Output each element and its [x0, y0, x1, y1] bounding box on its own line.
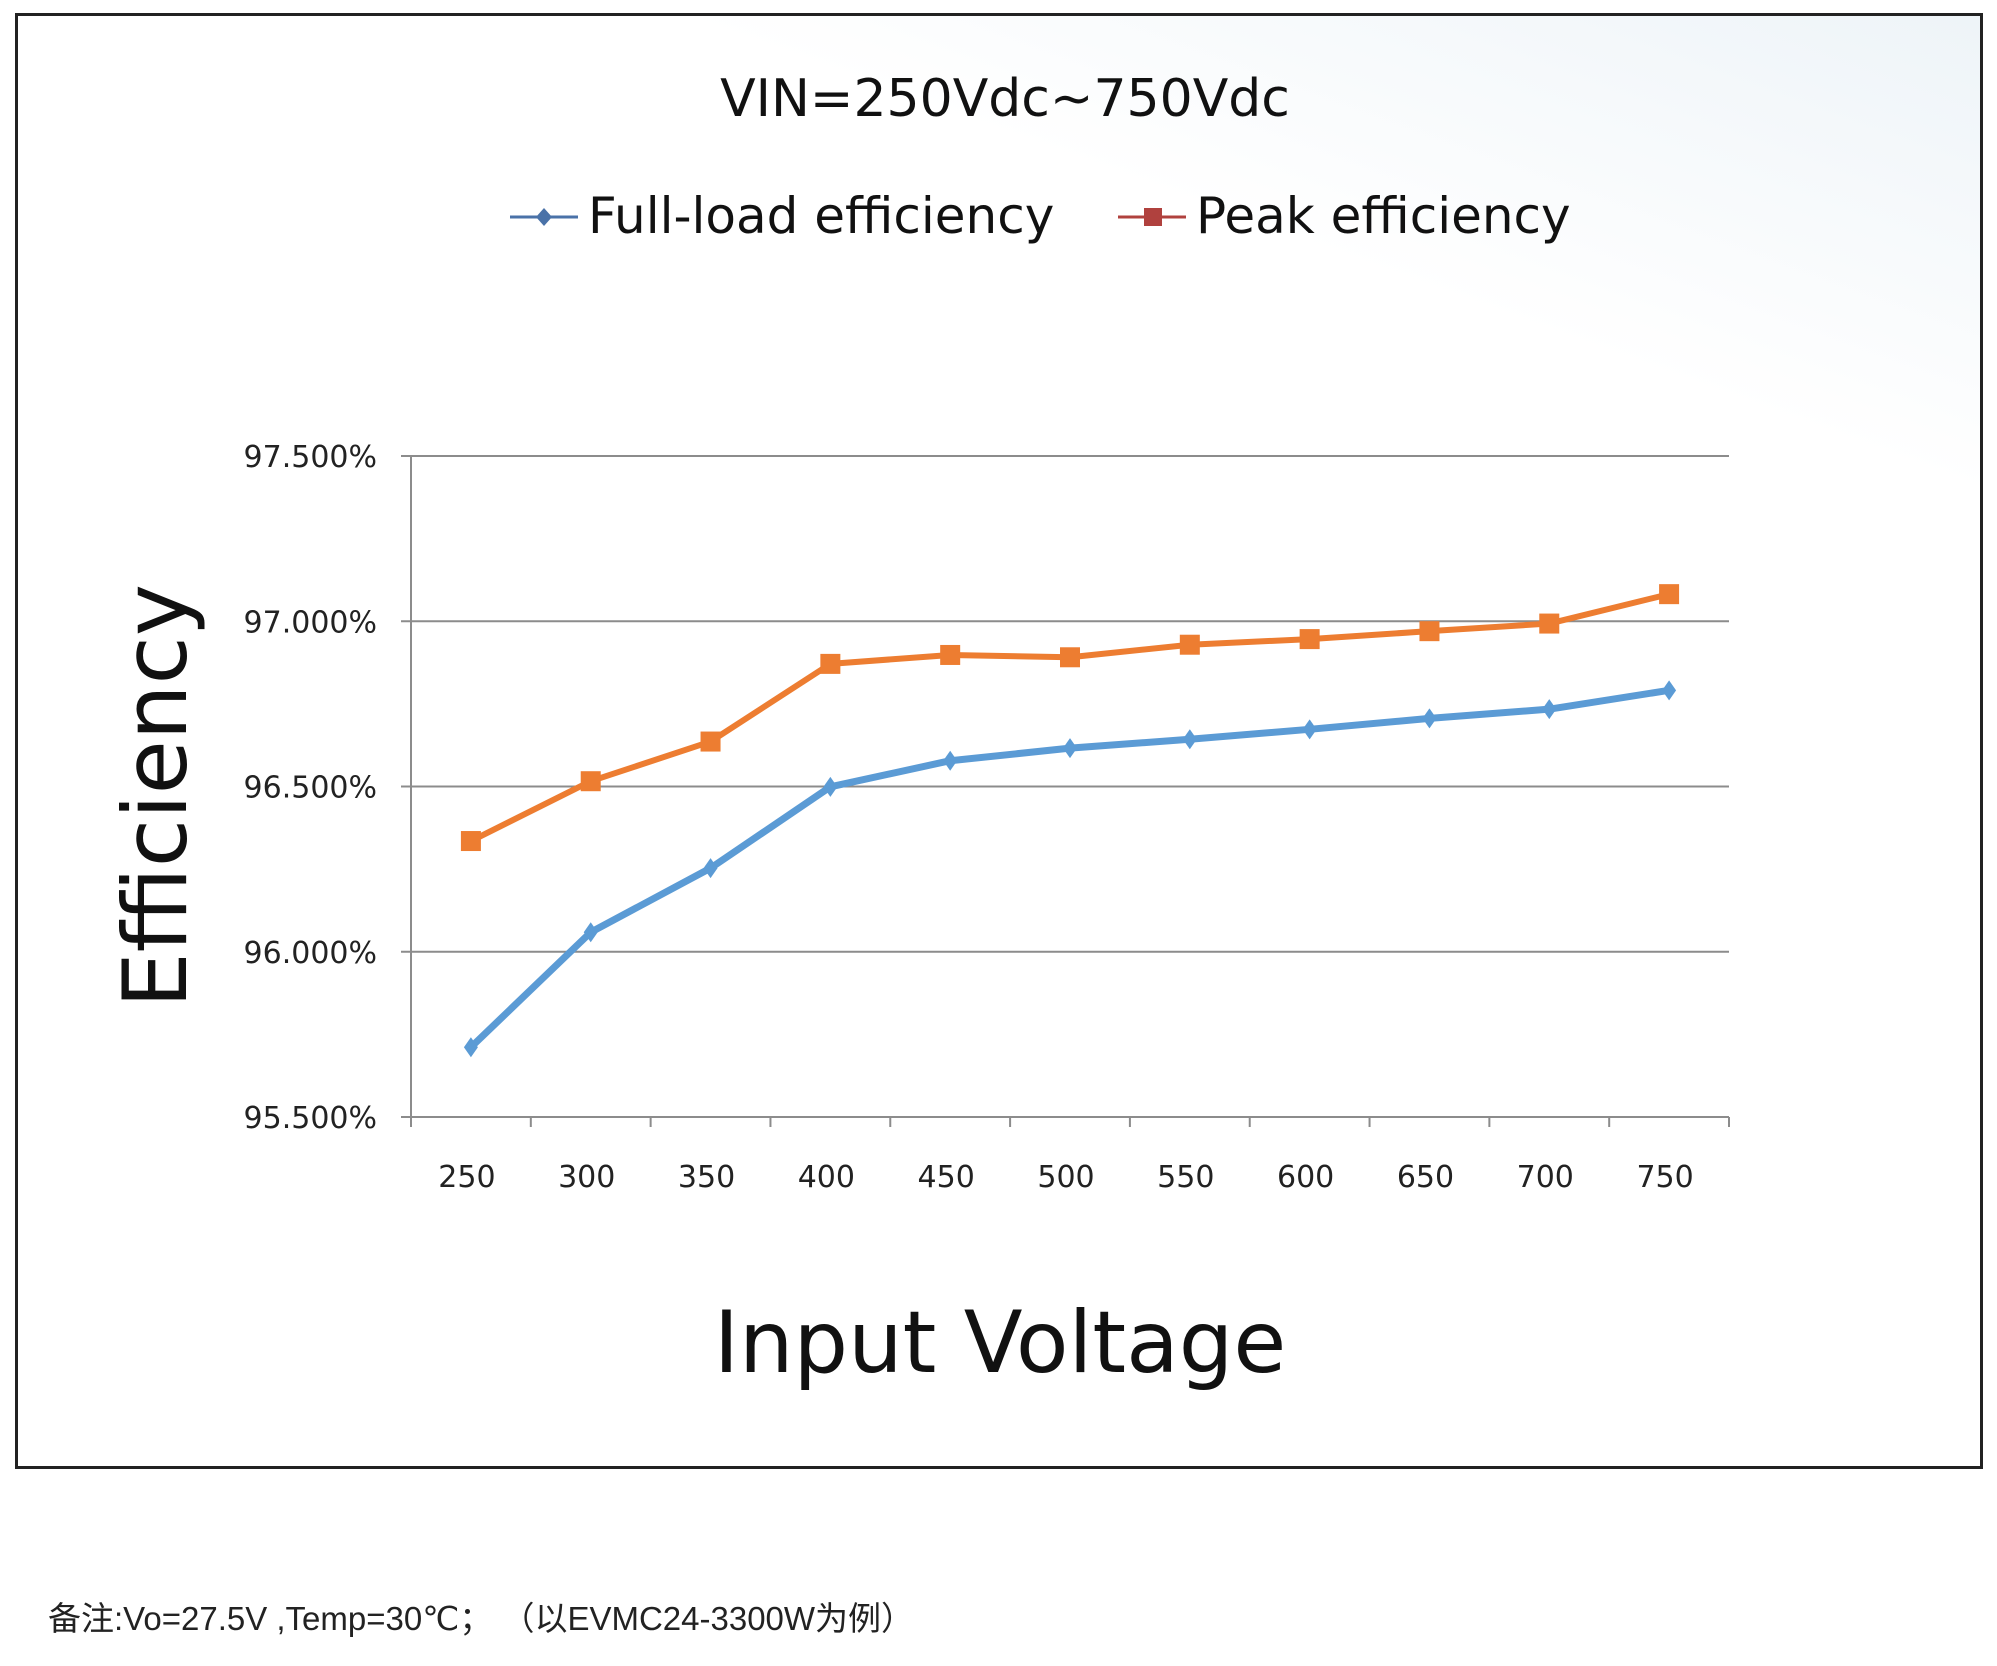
y-tick-label: 97.000%: [244, 605, 377, 640]
data-point: [580, 771, 601, 792]
data-point: [1060, 647, 1080, 668]
y-axis-label: Efficiency: [104, 584, 207, 1008]
chart-title: VIN=250Vdc~750Vdc: [720, 69, 1290, 129]
x-tick-label: 600: [1277, 1160, 1334, 1195]
x-tick-label: 350: [678, 1160, 735, 1195]
data-point: [1419, 621, 1440, 642]
series-peak: [460, 584, 1680, 852]
data-point: [463, 1037, 478, 1058]
legend-item: Peak efficiency: [1118, 187, 1571, 245]
x-tick-label: 650: [1397, 1160, 1454, 1195]
x-tick-label: 550: [1157, 1160, 1214, 1195]
data-point: [703, 858, 718, 879]
series: [460, 584, 1680, 1058]
data-point: [1422, 708, 1437, 729]
data-point: [460, 831, 481, 852]
data-point: [1182, 729, 1197, 750]
y-axis-ticks: 95.500% 96.000% 96.500% 97.000% 97.500%: [244, 440, 377, 1136]
legend-marker-square-icon: [1144, 208, 1162, 226]
legend-marker-diamond-icon: [536, 208, 552, 226]
grid: [401, 455, 1729, 1127]
legend-label: Peak efficiency: [1196, 187, 1571, 245]
legend: Full-load efficiency Peak efficiency: [510, 187, 1571, 245]
data-point: [700, 731, 721, 752]
data-point: [1179, 634, 1200, 655]
y-tick-label: 97.500%: [244, 440, 377, 475]
y-tick-label: 96.000%: [244, 936, 377, 971]
data-point: [820, 653, 841, 674]
data-point: [1299, 629, 1320, 650]
series-line: [469, 591, 1670, 844]
x-tick-label: 250: [438, 1160, 495, 1195]
data-point: [1539, 613, 1560, 634]
x-axis-ticks: 250 300 350 400 450 500 550 600 650 700 750: [410, 1117, 1730, 1195]
data-point: [1542, 699, 1557, 720]
data-point: [943, 750, 958, 771]
data-point: [940, 644, 961, 665]
x-tick-label: 400: [798, 1160, 855, 1195]
x-tick-label: 700: [1517, 1160, 1574, 1195]
data-point: [1662, 680, 1677, 701]
footnote: 备注:Vo=27.5V ,Temp=30℃； （以EVMC24-3300W为例）: [48, 1600, 915, 1637]
x-tick-label: 500: [1037, 1160, 1094, 1195]
data-point: [1302, 719, 1317, 740]
data-point: [583, 922, 598, 943]
x-tick-label: 300: [558, 1160, 615, 1195]
chart-frame: [15, 13, 1983, 1469]
x-tick-label: 750: [1636, 1160, 1693, 1195]
legend-label: Full-load efficiency: [588, 187, 1054, 245]
legend-item: Full-load efficiency: [510, 187, 1054, 245]
series-full-load: [463, 680, 1677, 1058]
y-tick-label: 96.500%: [244, 771, 377, 806]
y-tick-label: 95.500%: [244, 1101, 377, 1136]
data-point: [1063, 738, 1077, 759]
x-tick-label: 450: [918, 1160, 975, 1195]
data-point: [1659, 584, 1680, 605]
data-point: [823, 776, 838, 797]
x-axis-label: Input Voltage: [714, 1293, 1287, 1393]
